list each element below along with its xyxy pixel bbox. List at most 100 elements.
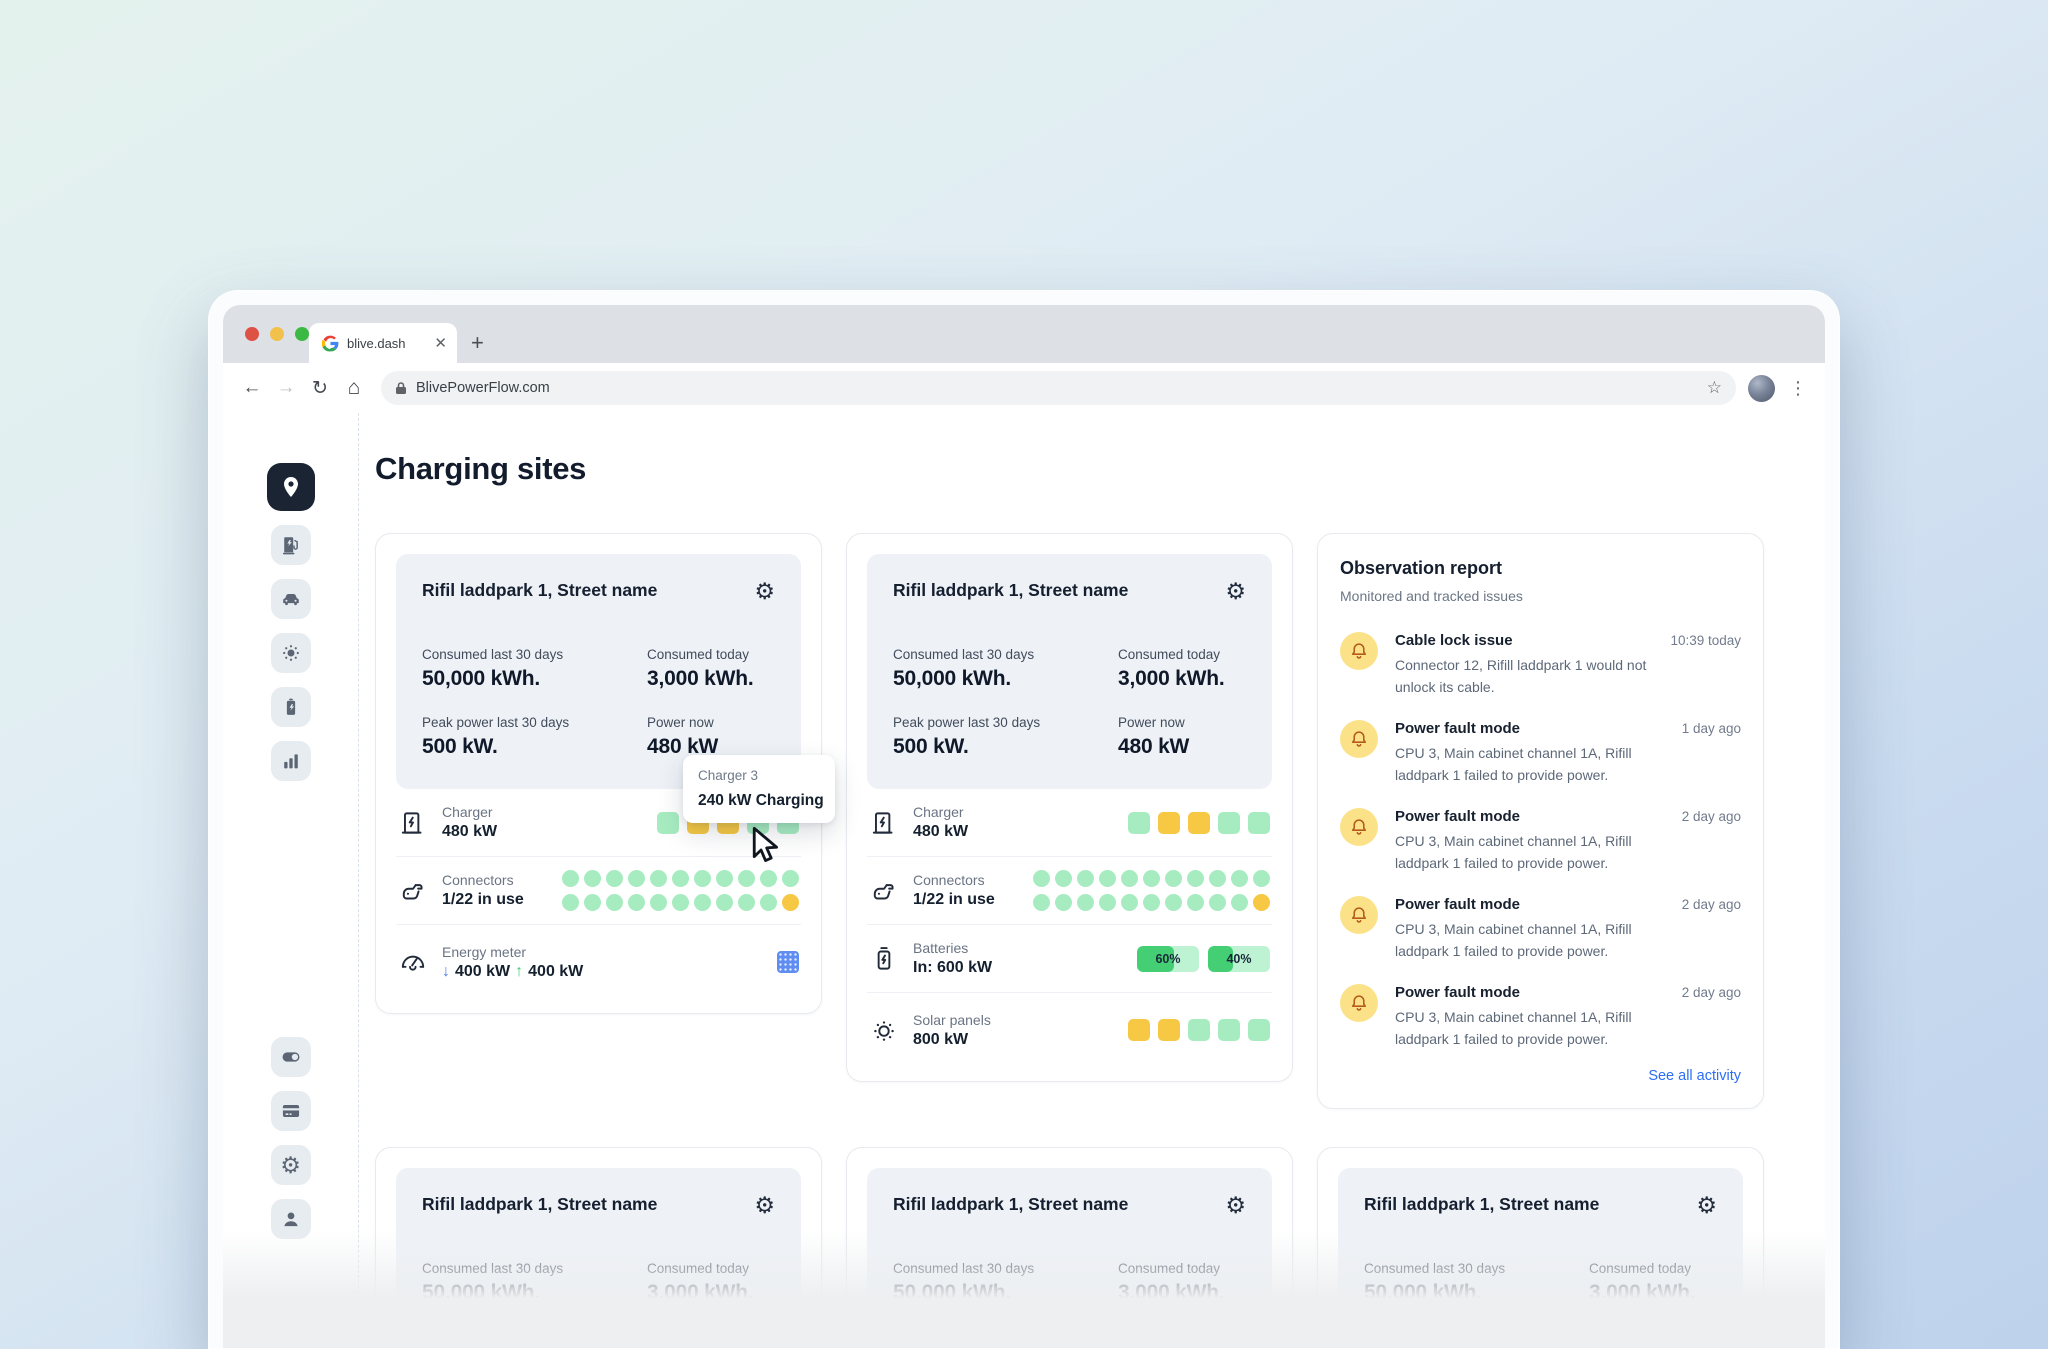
connectors-row: Connectors 1/22 in use bbox=[867, 857, 1272, 925]
connector-status-dots bbox=[1033, 870, 1270, 911]
connector-dot bbox=[1253, 894, 1270, 911]
connector-dot bbox=[1253, 870, 1270, 887]
stat-consumed-today: Consumed today 3,000 kWh. bbox=[1118, 647, 1225, 690]
reload-button[interactable]: ↻ bbox=[312, 377, 328, 399]
sun-icon bbox=[280, 642, 302, 664]
connector-status-dots bbox=[562, 870, 799, 911]
energy-meter-grid-icon bbox=[777, 951, 799, 973]
sidebar-item-billing[interactable] bbox=[270, 1091, 311, 1131]
app-sidebar: ⚙ bbox=[223, 413, 359, 1348]
browser-menu-icon[interactable]: ⋮ bbox=[1789, 377, 1807, 398]
sidebar-item-charging-sites[interactable] bbox=[266, 463, 315, 511]
status-square bbox=[1188, 811, 1210, 834]
stat-power-now: Power now 480 kW bbox=[647, 715, 719, 758]
observation-item: Power fault mode 2 day ago CPU 3, Main c… bbox=[1340, 896, 1741, 962]
address-bar[interactable]: BlivePowerFlow.com ☆ bbox=[381, 371, 1736, 405]
tab-close-icon[interactable]: ✕ bbox=[434, 334, 447, 352]
connector-dot bbox=[628, 894, 645, 911]
connector-dot bbox=[562, 894, 579, 911]
connector-dot bbox=[738, 870, 755, 887]
browser-tab[interactable]: blive.dash ✕ bbox=[309, 323, 457, 363]
connector-dot bbox=[1077, 870, 1094, 887]
status-square bbox=[1218, 1019, 1240, 1041]
sidebar-item-settings[interactable]: ⚙ bbox=[270, 1145, 311, 1185]
sidebar-item-profile[interactable] bbox=[270, 1199, 311, 1239]
sidebar-item-solar[interactable] bbox=[270, 633, 311, 673]
connector-dot bbox=[1209, 870, 1226, 887]
google-favicon-icon bbox=[322, 335, 339, 352]
connectors-row: Connectors 1/22 in use bbox=[396, 857, 801, 925]
stat-power-now: Power now 480 kW bbox=[1118, 715, 1190, 758]
site-card-3: Rifil laddpark 1, Street name ⚙ Consumed… bbox=[375, 1147, 822, 1348]
battery-level-bars: 60% 40% bbox=[1137, 945, 1270, 972]
connector-plug-icon bbox=[398, 876, 432, 906]
site-name: Rifil laddpark 1, Street name bbox=[893, 1194, 1129, 1214]
site-settings-gear-icon[interactable]: ⚙ bbox=[1225, 1192, 1246, 1218]
charging-station-icon bbox=[280, 534, 302, 556]
status-square bbox=[1158, 811, 1180, 834]
charger-status-squares[interactable] bbox=[1128, 811, 1270, 834]
window-close-button[interactable] bbox=[245, 327, 259, 341]
mouse-cursor-icon bbox=[748, 826, 784, 866]
connector-dot bbox=[584, 870, 601, 887]
connector-dot bbox=[628, 870, 645, 887]
site-settings-gear-icon[interactable]: ⚙ bbox=[754, 1192, 775, 1218]
browser-toolbar: ← → ↻ ⌂ BlivePowerFlow.com ☆ ⋮ bbox=[223, 363, 1825, 413]
charger-row: Charger 480 kW bbox=[867, 789, 1272, 857]
stat-consumed-today: Consumed today 3,000 kWh. bbox=[647, 647, 754, 690]
connector-dot bbox=[760, 870, 777, 887]
site-settings-gear-icon[interactable]: ⚙ bbox=[754, 578, 775, 604]
profile-avatar[interactable] bbox=[1748, 374, 1775, 402]
home-button[interactable]: ⌂ bbox=[347, 376, 361, 399]
connector-dot bbox=[782, 894, 799, 911]
forward-button[interactable]: → bbox=[276, 377, 296, 398]
stat-consumed-30d: Consumed last 30 days 50,000 kWh. bbox=[422, 647, 564, 690]
connector-dot bbox=[1165, 870, 1182, 887]
connector-dot bbox=[694, 894, 711, 911]
alert-bell-icon bbox=[1340, 632, 1378, 670]
status-square bbox=[1248, 811, 1270, 834]
sidebar-item-chargers[interactable] bbox=[270, 525, 311, 565]
status-square bbox=[1218, 811, 1240, 834]
connector-dot bbox=[672, 894, 689, 911]
solar-status-squares bbox=[1128, 1019, 1270, 1041]
connector-dot bbox=[584, 894, 601, 911]
charger-tooltip: Charger 3 240 kW Charging bbox=[683, 755, 835, 823]
sidebar-item-vehicles[interactable] bbox=[270, 579, 311, 619]
connector-dot bbox=[1121, 894, 1138, 911]
energy-meter-icon bbox=[398, 947, 432, 977]
observation-item: Power fault mode 2 day ago CPU 3, Main c… bbox=[1340, 808, 1741, 874]
connector-dot bbox=[716, 870, 733, 887]
observation-item: Power fault mode 1 day ago CPU 3, Main c… bbox=[1340, 720, 1741, 786]
sidebar-item-toggles[interactable] bbox=[270, 1037, 311, 1077]
connector-dot bbox=[672, 870, 689, 887]
site-name: Rifil laddpark 1, Street name bbox=[422, 580, 658, 600]
site-settings-gear-icon[interactable]: ⚙ bbox=[1696, 1192, 1717, 1218]
cards-grid: Rifil laddpark 1, Street name ⚙ Consumed… bbox=[375, 533, 1825, 1348]
sidebar-item-batteries[interactable] bbox=[270, 687, 311, 727]
connector-dot bbox=[1187, 870, 1204, 887]
battery-outline-icon bbox=[869, 944, 903, 974]
alert-bell-icon bbox=[1340, 984, 1378, 1022]
window-minimize-button[interactable] bbox=[270, 327, 284, 341]
connector-dot bbox=[1099, 870, 1116, 887]
bookmark-star-icon[interactable]: ☆ bbox=[1706, 378, 1722, 397]
stat-consumed-today: Consumed today 3,000 kWh. bbox=[1589, 1261, 1696, 1304]
see-all-activity-link[interactable]: See all activity bbox=[1648, 1068, 1741, 1084]
connector-dot bbox=[782, 870, 799, 887]
connector-dot bbox=[716, 894, 733, 911]
connector-dot bbox=[1143, 894, 1160, 911]
arrow-down-icon: ↓ bbox=[442, 962, 450, 980]
new-tab-button[interactable]: + bbox=[471, 330, 484, 355]
site-card-5: Rifil laddpark 1, Street name ⚙ Consumed… bbox=[1317, 1147, 1764, 1348]
window-maximize-button[interactable] bbox=[295, 327, 309, 341]
connector-dot bbox=[1099, 894, 1116, 911]
stat-consumed-today: Consumed today 3,000 kWh. bbox=[647, 1261, 754, 1304]
site-card-4: Rifil laddpark 1, Street name ⚙ Consumed… bbox=[846, 1147, 1293, 1348]
connector-dot bbox=[1077, 894, 1094, 911]
browser-window: blive.dash ✕ + ← → ↻ ⌂ bbox=[208, 290, 1840, 1349]
back-button[interactable]: ← bbox=[242, 377, 262, 398]
site-settings-gear-icon[interactable]: ⚙ bbox=[1225, 578, 1246, 604]
sidebar-item-reports[interactable] bbox=[270, 741, 311, 781]
energy-meter-row: Energy meter ↓ 400 kW ↑ 400 kW bbox=[396, 925, 801, 993]
